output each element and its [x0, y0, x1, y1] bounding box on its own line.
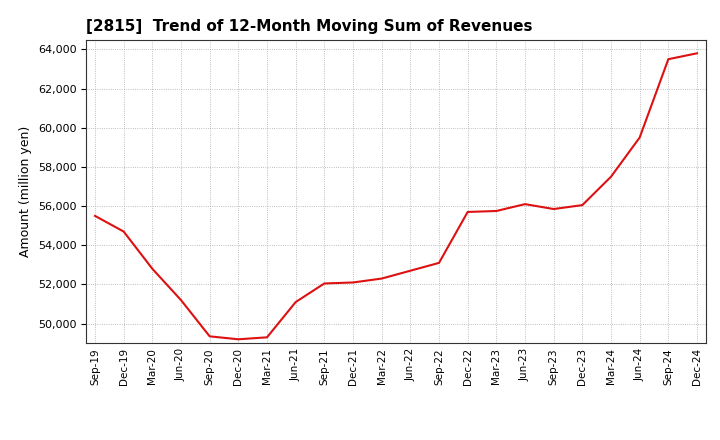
Y-axis label: Amount (million yen): Amount (million yen)	[19, 126, 32, 257]
Text: [2815]  Trend of 12-Month Moving Sum of Revenues: [2815] Trend of 12-Month Moving Sum of R…	[86, 19, 533, 34]
